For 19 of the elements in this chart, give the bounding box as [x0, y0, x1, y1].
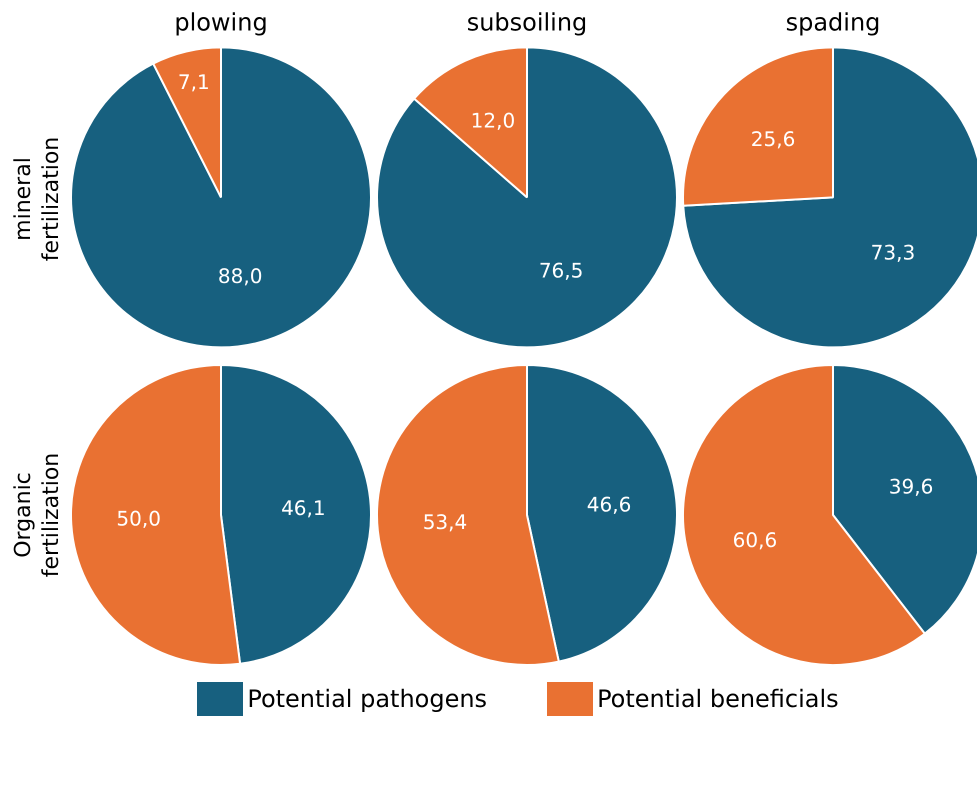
- legend-label: Potential pathogens: [247, 685, 488, 713]
- legend-label: Potential beneficials: [597, 685, 839, 713]
- data-label: 73,3: [870, 240, 916, 264]
- data-label: 60,6: [732, 528, 778, 552]
- data-label: 50,0: [116, 506, 161, 530]
- data-label: 76,5: [538, 258, 584, 283]
- data-label: 39,6: [888, 474, 934, 499]
- data-label: 46,6: [586, 492, 632, 516]
- chart-title: plowing: [174, 8, 268, 37]
- data-label: 7,1: [178, 70, 210, 94]
- data-label: 88,0: [218, 264, 262, 288]
- data-label: 12,0: [470, 108, 516, 132]
- data-label: 46,1: [281, 496, 326, 520]
- chart-title: spading: [786, 8, 880, 37]
- text: Organic fertilization: [10, 452, 65, 578]
- data-label: 53,4: [422, 510, 468, 534]
- chart-title: subsoiling: [466, 8, 588, 37]
- data-label: 25,6: [750, 126, 796, 151]
- text: mineral fertilization: [10, 136, 65, 262]
